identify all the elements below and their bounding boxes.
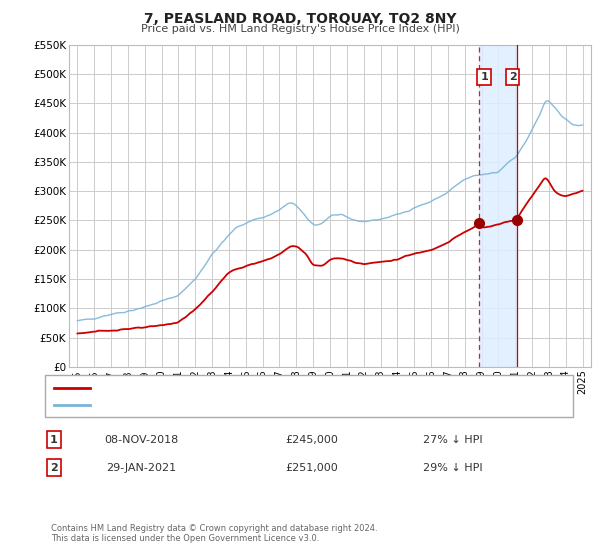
Text: 29-JAN-2021: 29-JAN-2021 — [106, 463, 176, 473]
Text: HPI: Average price, detached house, Torbay: HPI: Average price, detached house, Torb… — [96, 400, 323, 410]
Text: 7, PEASLAND ROAD, TORQUAY, TQ2 8NY (detached house): 7, PEASLAND ROAD, TORQUAY, TQ2 8NY (deta… — [96, 383, 401, 393]
Text: 7, PEASLAND ROAD, TORQUAY, TQ2 8NY: 7, PEASLAND ROAD, TORQUAY, TQ2 8NY — [144, 12, 456, 26]
Text: 29% ↓ HPI: 29% ↓ HPI — [423, 463, 483, 473]
Text: 08-NOV-2018: 08-NOV-2018 — [104, 435, 178, 445]
Text: £245,000: £245,000 — [286, 435, 338, 445]
Text: 1: 1 — [480, 72, 488, 82]
Text: Price paid vs. HM Land Registry's House Price Index (HPI): Price paid vs. HM Land Registry's House … — [140, 24, 460, 34]
Text: 2: 2 — [50, 463, 58, 473]
Text: This data is licensed under the Open Government Licence v3.0.: This data is licensed under the Open Gov… — [51, 534, 319, 543]
Text: 2: 2 — [509, 72, 517, 82]
Text: £251,000: £251,000 — [286, 463, 338, 473]
Bar — [479, 45, 517, 367]
Text: 1: 1 — [50, 435, 58, 445]
Text: Contains HM Land Registry data © Crown copyright and database right 2024.: Contains HM Land Registry data © Crown c… — [51, 524, 377, 533]
Text: 27% ↓ HPI: 27% ↓ HPI — [423, 435, 483, 445]
